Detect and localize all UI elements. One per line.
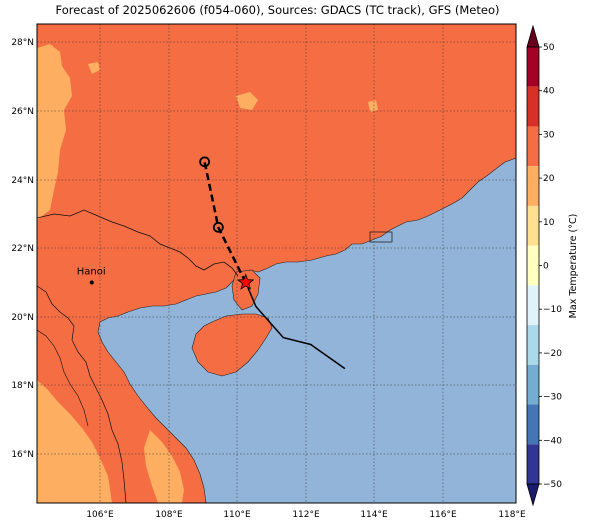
colorbar-tick-label: −40 [543,436,562,446]
colorbar-cell [527,86,539,127]
gridlines [37,24,516,503]
colorbar-tick-label: −50 [543,480,562,490]
longitude-labels: 106°E 108°E 110°E 112°E 114°E 116°E 118°… [86,510,526,520]
city-marker [89,280,94,285]
lon-label: 112°E [292,510,320,520]
colorbar-cell [527,126,539,167]
current-position-star [237,273,255,290]
country-border-west [37,285,127,503]
lon-label: 108°E [155,510,183,520]
land-cool-southwest [37,380,112,503]
colorbar-tick-label: −10 [543,305,562,315]
lat-label: 20°N [11,313,34,323]
land-cool-patch-east [368,100,378,112]
colorbar: 50 40 30 20 10 0 −10 −20 −30 −40 −50 Max Temperatu… [526,24,579,507]
colorbar-cell [527,285,539,326]
land-cool-west [37,44,72,220]
forecast-track-line [203,161,247,284]
lon-label: 116°E [429,510,457,520]
lat-label: 26°N [11,107,34,117]
forecast-point-marker [212,221,224,233]
colorbar-tick-label: 10 [543,218,555,228]
map-area: Hanoi [37,24,516,503]
colorbar-cell [527,325,539,365]
land-cool-patch [236,92,258,110]
map-frame [36,23,517,504]
lon-label: 118°E [498,510,526,520]
hong-kong-box [369,231,393,243]
lat-label: 18°N [11,381,34,391]
lon-label: 114°E [360,510,388,520]
land-cool-coast [144,430,184,503]
city-label-hanoi: Hanoi [77,266,106,277]
colorbar-tick-label: 50 [543,43,555,53]
colorbar-cell [527,47,539,87]
colorbar-bottom-arrow [526,483,540,507]
country-border-laos [37,329,89,427]
country-border [37,209,239,277]
land-cool-north [88,62,100,74]
lon-label: 106°E [86,510,114,520]
land-hainan [191,313,273,377]
colorbar-cell [527,166,539,206]
colorbar-cell [527,404,539,445]
forecast-points [199,156,224,233]
colorbar-cell [527,444,539,484]
colorbar-tick-label: 30 [543,130,555,140]
colorbar-tick-label: 0 [543,262,549,272]
map-title: Forecast of 2025062606 (f054-060), Sourc… [55,3,500,17]
lon-label: 110°E [223,510,251,520]
lat-label: 22°N [11,244,34,254]
colorbar-tick-label: 40 [543,87,555,97]
colorbar-tick-label: −30 [543,393,562,403]
forecast-point-marker [199,156,211,168]
lat-label: 28°N [11,38,34,48]
colorbar-cell [527,245,539,286]
lat-label: 16°N [11,450,34,460]
colorbar-tick-label: −20 [543,349,562,359]
latitude-labels: 28°N 26°N 24°N 22°N 20°N 18°N 16°N [11,38,34,460]
past-track-line [245,282,346,370]
colorbar-label: Max Temperature (°C) [568,214,579,319]
colorbar-cell [527,364,539,405]
colorbar-top-arrow [526,24,540,48]
lat-label: 24°N [11,176,34,186]
colorbar-cell [527,205,539,246]
colorbar-tick-label: 20 [543,174,555,184]
